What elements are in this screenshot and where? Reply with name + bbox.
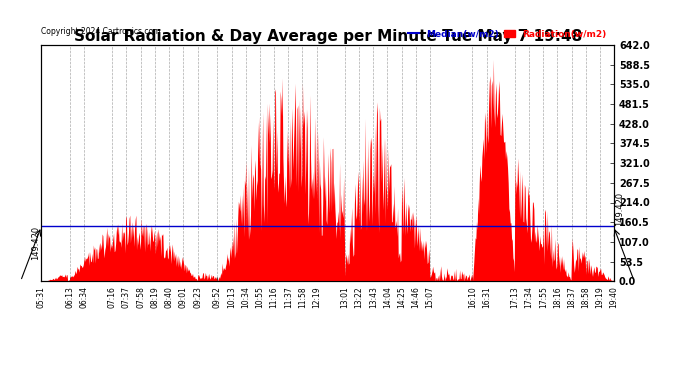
Text: 149.420: 149.420 xyxy=(31,226,40,260)
Title: Solar Radiation & Day Average per Minute Tue May 7 19:48: Solar Radiation & Day Average per Minute… xyxy=(74,29,582,44)
Text: Copyright 2024 Cartronics.com: Copyright 2024 Cartronics.com xyxy=(41,27,161,36)
Text: 149.420: 149.420 xyxy=(615,192,624,226)
Legend: Median(w/m2), Radiation(w/m2): Median(w/m2), Radiation(w/m2) xyxy=(405,26,609,42)
